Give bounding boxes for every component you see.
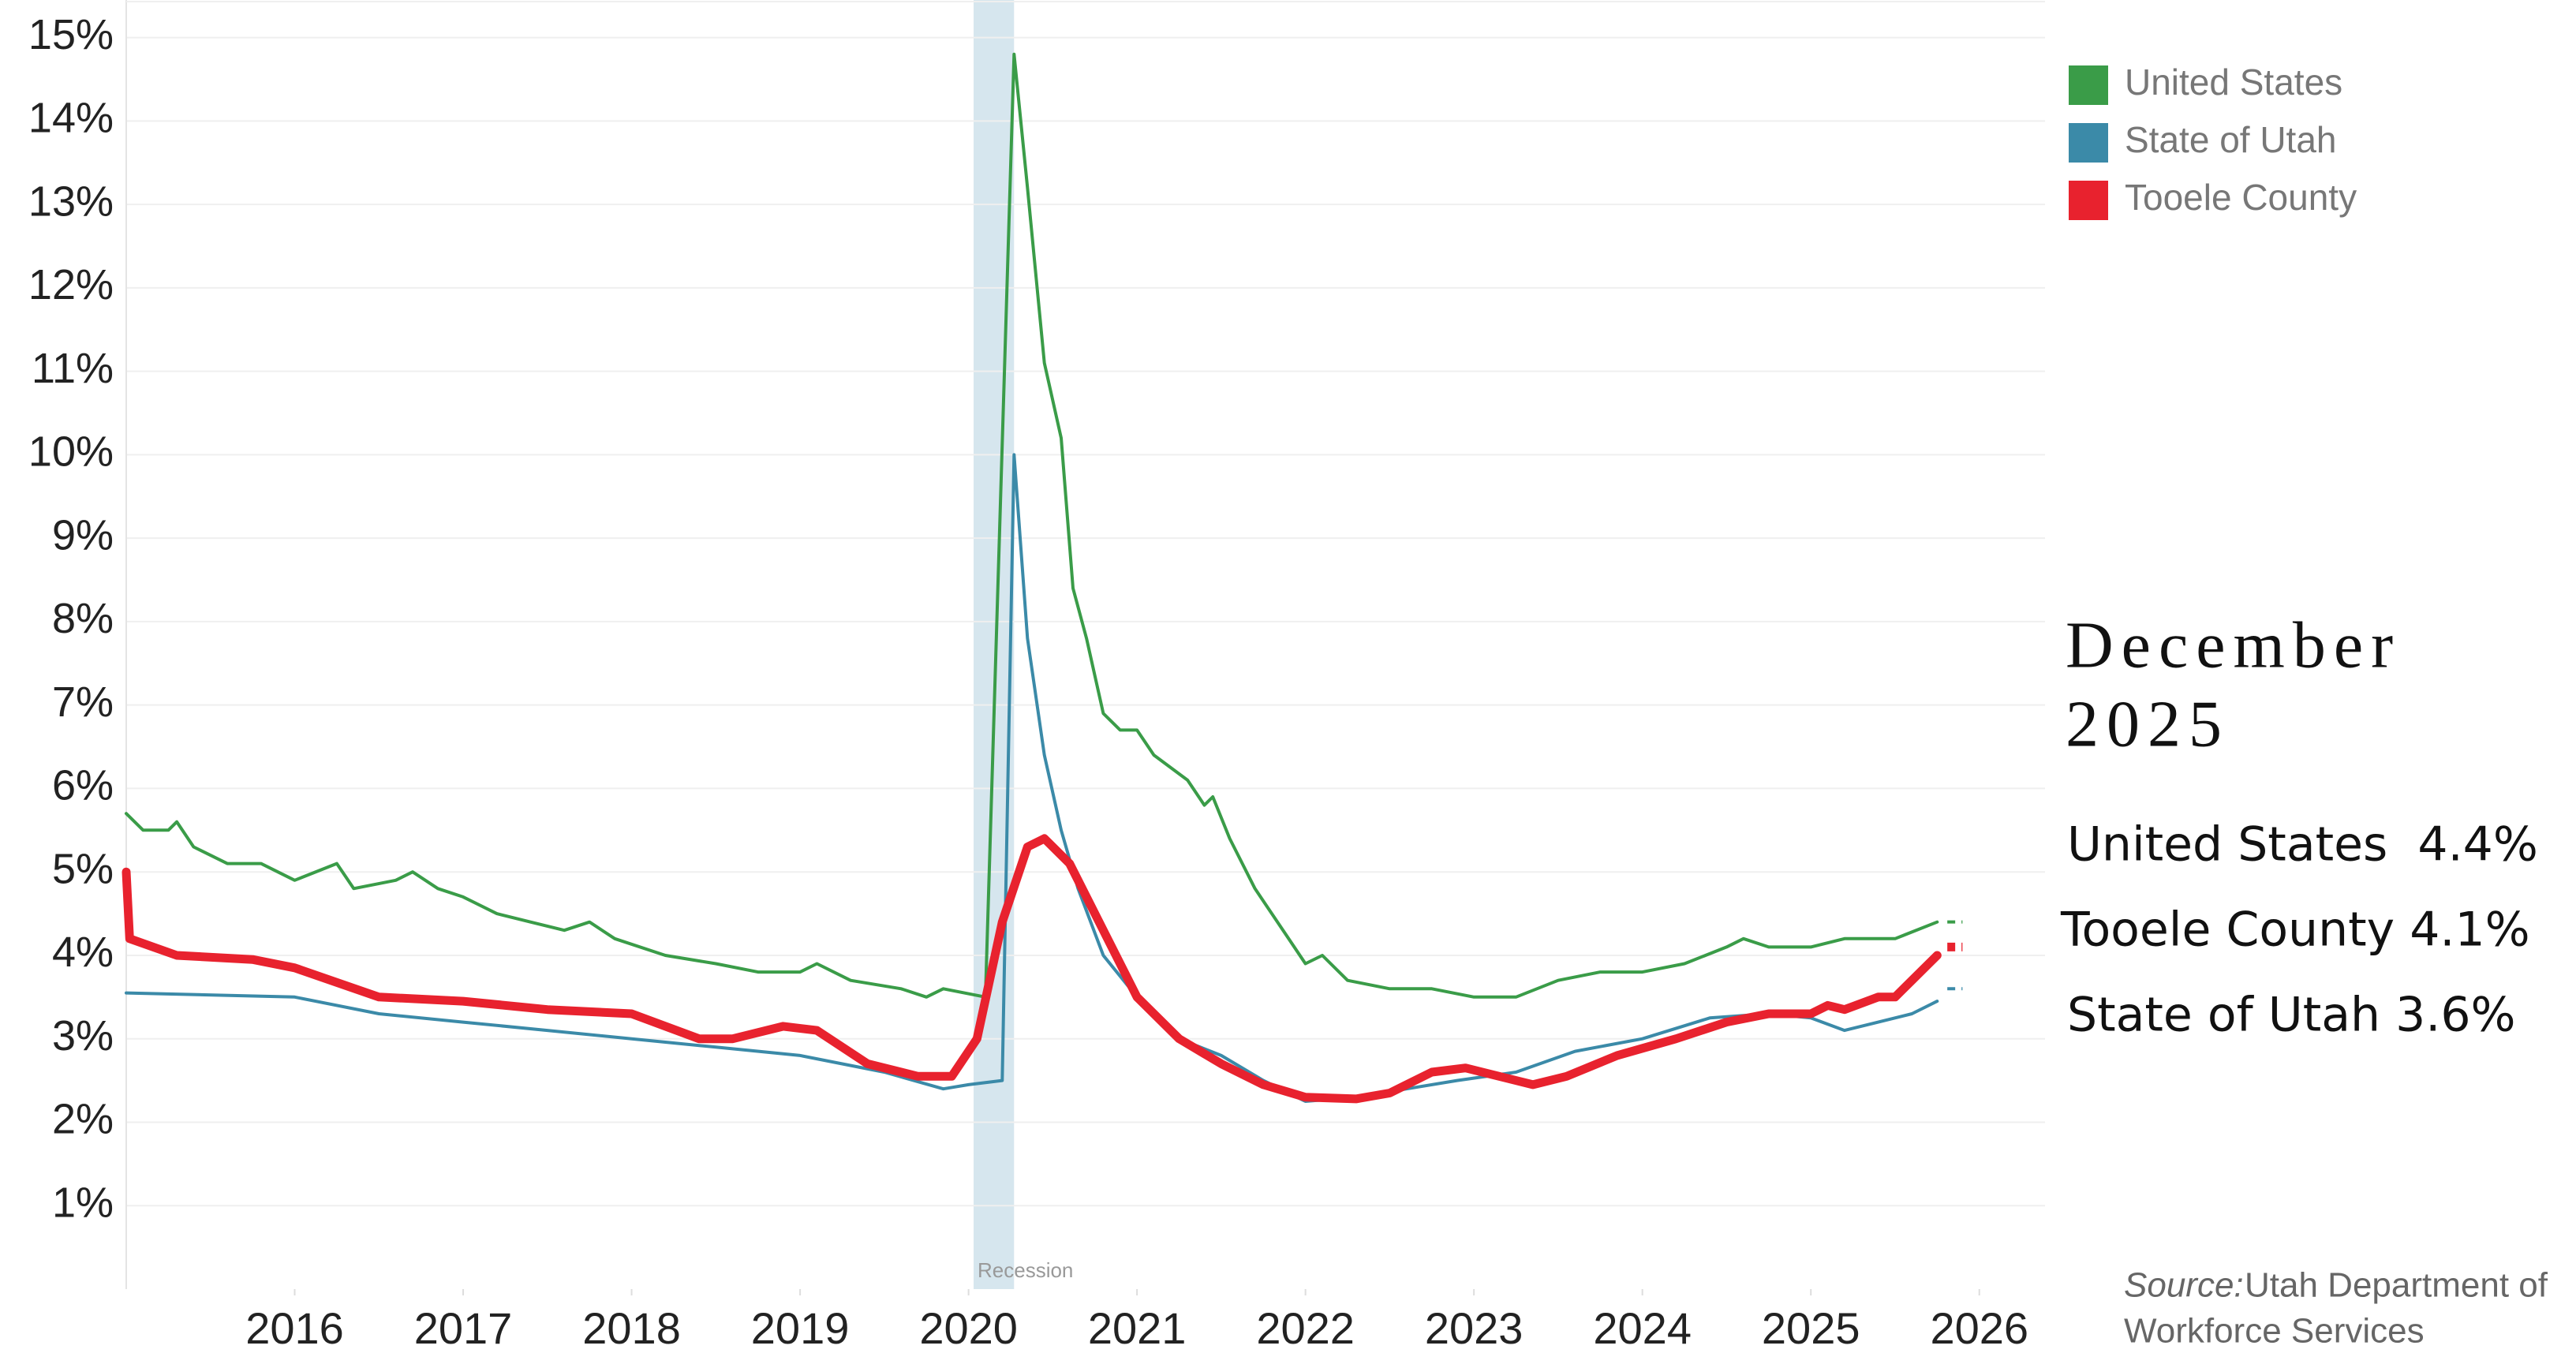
y-tick-label: 9% (52, 511, 114, 559)
y-tick-label: 12% (28, 261, 114, 308)
legend-swatch (2069, 123, 2108, 163)
x-tick-label: 2018 (582, 1303, 681, 1353)
y-tick-label: 6% (52, 762, 114, 809)
x-tick-label: 2023 (1425, 1303, 1524, 1353)
source-label: Source: (2124, 1266, 2244, 1305)
y-tick-label: 4% (52, 929, 114, 976)
annotation-item: State of Utah 3.6% (2067, 988, 2516, 1043)
x-tick-label: 2016 (245, 1303, 344, 1353)
y-tick-label: 7% (52, 678, 114, 726)
recession-band (974, 0, 1015, 1289)
legend-swatch (2069, 65, 2108, 105)
y-tick-label: 15% (28, 11, 114, 58)
x-tick-label: 2020 (919, 1303, 1018, 1353)
plot-area: Recession 1% 2% 3% 4% 5% 6% 7% 8% 9% 10% 11% 12% 13% 1… (28, 0, 2045, 1353)
series-line (125, 453, 1939, 1103)
x-tick-label: 2017 (414, 1303, 513, 1353)
annotation-title: 2025 (2066, 687, 2230, 761)
y-tick-label: 8% (52, 595, 114, 642)
annotation-item: Tooele County 4.1% (2060, 903, 2530, 958)
legend: United States State of Utah Tooele County (2069, 62, 2357, 220)
y-tick-label: 2% (52, 1096, 114, 1143)
x-tick-label: 2024 (1593, 1303, 1692, 1353)
y-tick-label: 3% (52, 1012, 114, 1060)
legend-label: State of Utah (2125, 119, 2337, 160)
legend-label: United States (2125, 62, 2342, 103)
x-tick-label: 2019 (751, 1303, 850, 1353)
y-tick-label: 10% (28, 428, 114, 476)
legend-label: Tooele County (2125, 177, 2357, 218)
recession-label: Recession (978, 1258, 1073, 1282)
x-tick-label: 2022 (1256, 1303, 1355, 1353)
y-tick-label: 14% (28, 95, 114, 142)
legend-swatch (2069, 181, 2108, 220)
x-tick-label: 2025 (1762, 1303, 1860, 1353)
series-line (122, 834, 1942, 1104)
y-tick-label: 5% (52, 845, 114, 892)
source-text: Utah Department of (2245, 1266, 2548, 1305)
annotation-item: United States 4.4% (2067, 817, 2538, 873)
x-tick-label: 2021 (1088, 1303, 1187, 1353)
source-text: Workforce Services (2124, 1312, 2425, 1351)
x-tick-label: 2026 (1930, 1303, 2028, 1353)
y-tick-label: 1% (52, 1179, 114, 1227)
annotation-title: December (2066, 608, 2401, 682)
y-tick-label: 13% (28, 178, 114, 225)
y-tick-label: 11% (32, 345, 114, 392)
series-line (125, 52, 1939, 999)
